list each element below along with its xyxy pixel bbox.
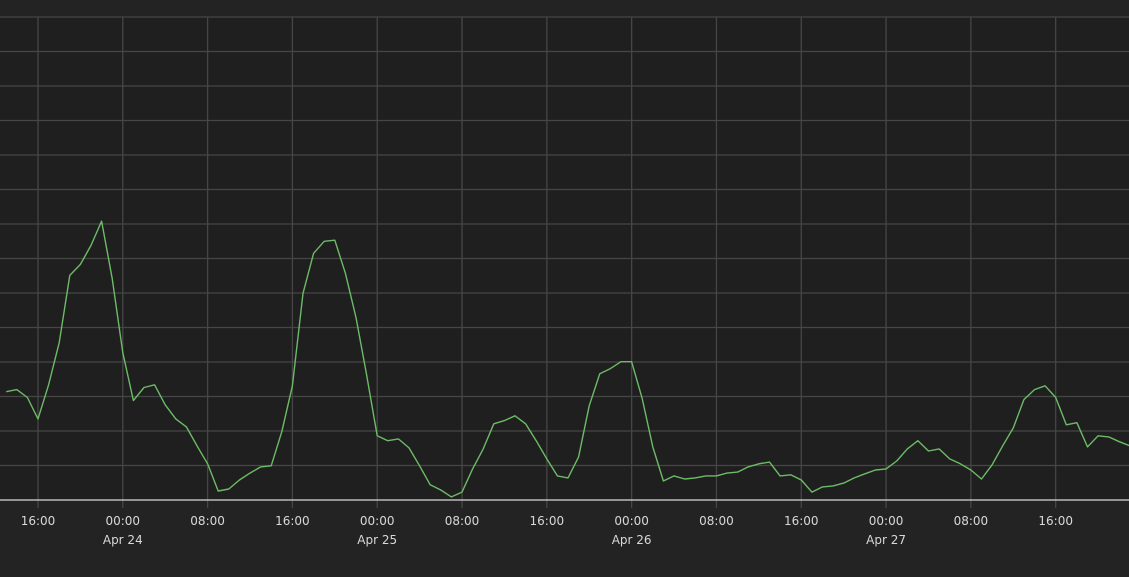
x-date-label: Apr 24 [103,533,143,547]
x-tick-label: 16:00 [21,514,56,528]
x-date-label: Apr 25 [357,533,397,547]
x-tick-label: 08:00 [954,514,989,528]
x-tick-label: 00:00 [614,514,649,528]
x-date-label: Apr 26 [612,533,652,547]
series-line [6,220,1129,498]
x-tick-label: 00:00 [869,514,904,528]
x-tick-label: 08:00 [445,514,480,528]
x-tick-label: 00:00 [105,514,140,528]
x-tick-label: 16:00 [1038,514,1073,528]
x-tick-label: 16:00 [530,514,565,528]
x-date-label: Apr 27 [866,533,906,547]
x-tick-label: 16:00 [784,514,819,528]
x-tick-label: 08:00 [699,514,734,528]
x-tick-label: 00:00 [360,514,395,528]
x-tick-label: 08:00 [190,514,225,528]
x-tick-label: 16:00 [275,514,310,528]
